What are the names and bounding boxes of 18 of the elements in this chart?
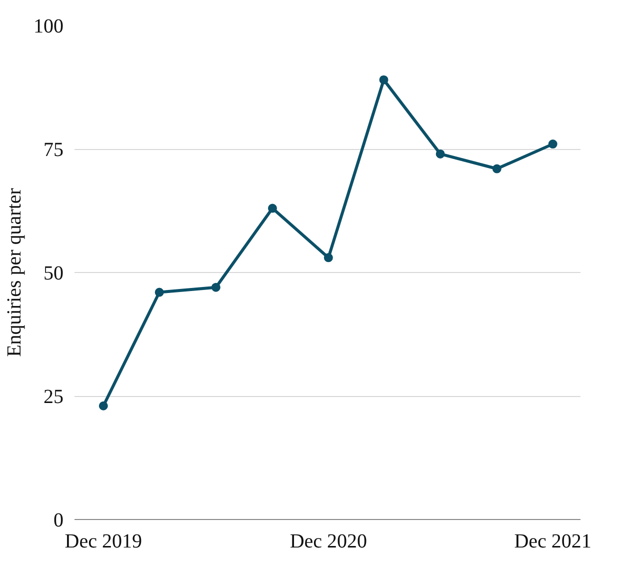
y-tick-label: 100: [34, 16, 64, 38]
point: [379, 75, 388, 84]
point: [154, 288, 164, 297]
point: [211, 282, 220, 292]
x-tick-label: Dec 2019: [64, 530, 142, 552]
y-tick-label: 25: [44, 386, 64, 408]
y-tick-label: 50: [44, 262, 64, 284]
y-tick-label: 75: [44, 139, 64, 161]
point: [324, 253, 333, 262]
x-tick-label: Dec 2021: [514, 530, 592, 552]
point: [436, 149, 445, 158]
point: [548, 140, 558, 149]
point: [268, 204, 277, 213]
point: [98, 401, 108, 410]
y-tick-label: 0: [54, 510, 64, 532]
x-tick-label: Dec 2020: [290, 530, 368, 552]
y-axis-title: Enquiries per quarter: [4, 188, 26, 357]
point: [492, 164, 502, 174]
